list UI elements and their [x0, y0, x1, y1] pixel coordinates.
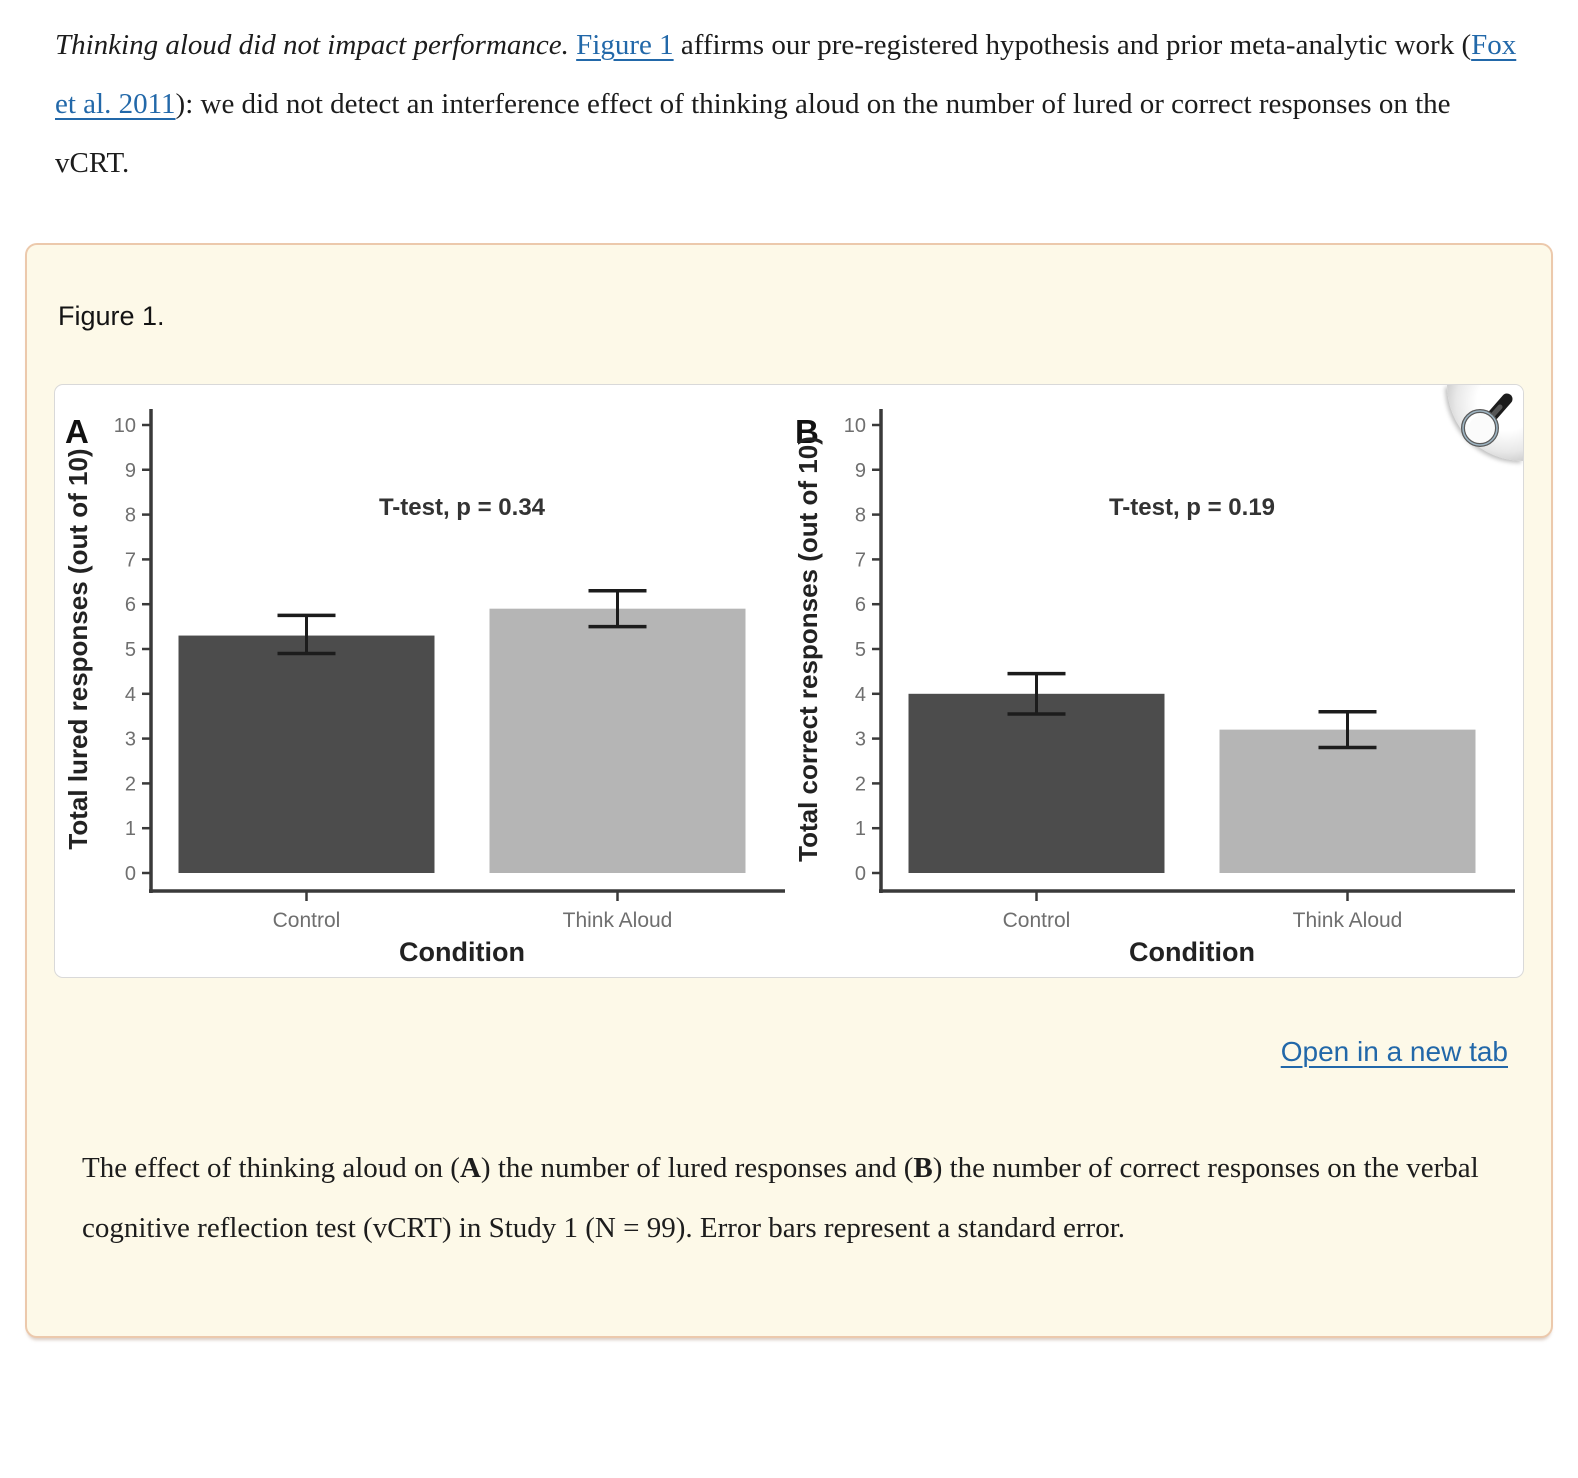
svg-text:8: 8	[125, 505, 136, 527]
figure-image[interactable]: A Total lured responses (out of 10) T-test…	[54, 384, 1524, 978]
svg-text:3: 3	[855, 729, 866, 751]
svg-text:1: 1	[125, 818, 136, 840]
svg-text:6: 6	[855, 594, 866, 616]
svg-text:Control: Control	[1003, 909, 1071, 932]
svg-text:5: 5	[855, 639, 866, 661]
panel-a-chart: A Total lured responses (out of 10) T-test…	[61, 391, 791, 971]
svg-text:9: 9	[855, 460, 866, 482]
svg-text:9: 9	[125, 460, 136, 482]
svg-text:4: 4	[855, 684, 866, 706]
svg-text:B: B	[795, 413, 819, 450]
figure-caption: The effect of thinking aloud on (A) the …	[82, 1152, 1479, 1244]
svg-text:10: 10	[114, 415, 136, 437]
svg-text:Control: Control	[273, 909, 341, 932]
svg-text:3: 3	[125, 729, 136, 751]
svg-text:T-test, p = 0.34: T-test, p = 0.34	[379, 494, 546, 521]
figure-1-link[interactable]: Figure 1	[576, 29, 674, 61]
svg-text:Total correct responses (out o: Total correct responses (out of 10)	[793, 436, 823, 862]
svg-text:2: 2	[855, 773, 866, 795]
svg-text:Condition: Condition	[399, 937, 525, 967]
magnifier-icon	[1461, 393, 1513, 447]
svg-text:7: 7	[125, 549, 136, 571]
svg-text:T-test, p = 0.19: T-test, p = 0.19	[1109, 494, 1275, 521]
svg-text:8: 8	[855, 505, 866, 527]
svg-text:7: 7	[855, 549, 866, 571]
fox-2011-citation-link[interactable]: Fox et al. 2011	[55, 29, 1517, 120]
panel-b-chart: B Total correct responses (out of 10) T-te…	[791, 391, 1521, 971]
svg-text:4: 4	[125, 684, 136, 706]
svg-text:Total lured responses (out of: Total lured responses (out of 10)	[63, 448, 93, 849]
svg-text:A: A	[65, 413, 89, 450]
intro-paragraph: Thinking aloud did not impact performanc…	[55, 29, 1517, 179]
svg-text:Condition: Condition	[1129, 937, 1255, 967]
svg-text:Think Aloud: Think Aloud	[563, 909, 673, 932]
figure-callout-box: Figure 1. A Total lured responses (out of…	[25, 243, 1553, 1338]
svg-text:1: 1	[855, 818, 866, 840]
svg-text:0: 0	[855, 863, 866, 885]
svg-text:2: 2	[125, 773, 136, 795]
svg-text:0: 0	[125, 863, 136, 885]
svg-text:6: 6	[125, 594, 136, 616]
figure-title: Figure 1.	[58, 301, 165, 331]
svg-text:Think Aloud: Think Aloud	[1293, 909, 1403, 932]
figure-zoom-button[interactable]	[1447, 385, 1523, 461]
svg-text:5: 5	[125, 639, 136, 661]
svg-text:10: 10	[844, 415, 866, 437]
open-in-new-tab-link[interactable]: Open in a new tab	[1280, 1036, 1508, 1067]
